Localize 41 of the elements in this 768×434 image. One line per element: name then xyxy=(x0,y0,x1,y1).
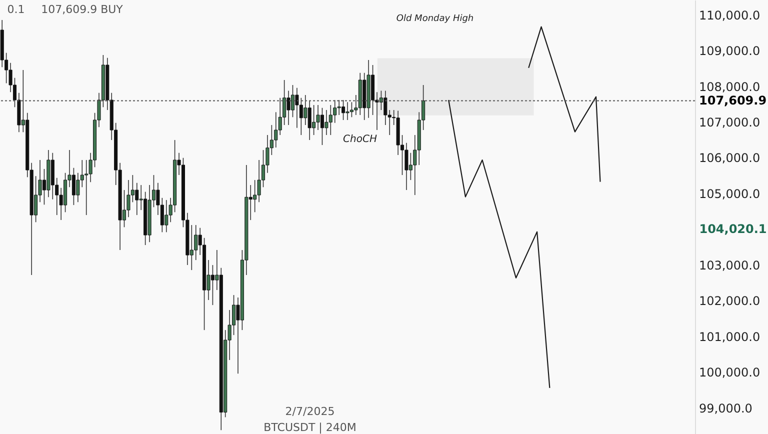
candlestick xyxy=(316,104,320,130)
candlestick xyxy=(164,200,168,233)
annotation: 0.1 xyxy=(7,3,25,16)
y-tick-label: 105,000.0 xyxy=(699,186,760,201)
line-series xyxy=(528,26,601,182)
annotation: Old Monday High xyxy=(396,14,474,24)
candlestick xyxy=(346,102,350,120)
candlestick xyxy=(299,97,303,136)
y-tick-label: 102,000.0 xyxy=(699,294,760,308)
candlestick xyxy=(328,104,332,136)
candlestick xyxy=(257,160,261,203)
y-tick-label: 103,000.0 xyxy=(699,258,760,272)
y-tick-label: 108,000.0 xyxy=(699,80,760,94)
annotation: BTCUSDT | 240M xyxy=(264,421,356,434)
candlestick xyxy=(135,182,139,216)
annotation: 2/7/2025 xyxy=(285,405,335,418)
y-tick-label: 106,000.0 xyxy=(699,151,760,166)
candlestick xyxy=(84,160,88,216)
y-tick-label: 110,000.0 xyxy=(699,8,760,22)
y-tick-label: 100,000.0 xyxy=(699,366,760,380)
candlestick xyxy=(404,142,408,190)
ref-line-label: 107,609.9 xyxy=(699,94,767,108)
annotation: ChoCH xyxy=(343,134,378,145)
y-tick-label: 99,000.0 xyxy=(699,401,752,416)
text: 104,020.1 xyxy=(699,222,767,236)
candlestick xyxy=(286,90,290,126)
candlestick xyxy=(324,110,328,136)
y-tick-label: 107,000.0 xyxy=(699,116,760,130)
candlestick xyxy=(304,94,308,126)
y-tick-label: 109,000.0 xyxy=(699,44,760,58)
candlestick xyxy=(408,152,412,180)
candlestick xyxy=(333,100,337,124)
line-series xyxy=(448,99,550,388)
candlestick xyxy=(194,224,198,260)
candlestick xyxy=(126,180,130,218)
annotation: 107,609.9 BUY xyxy=(41,3,124,16)
candlestick xyxy=(274,112,278,148)
candlestick xyxy=(295,87,299,128)
candlestick xyxy=(290,84,295,118)
y-tick-label: 101,000.0 xyxy=(699,330,760,344)
candlestick xyxy=(253,180,257,213)
